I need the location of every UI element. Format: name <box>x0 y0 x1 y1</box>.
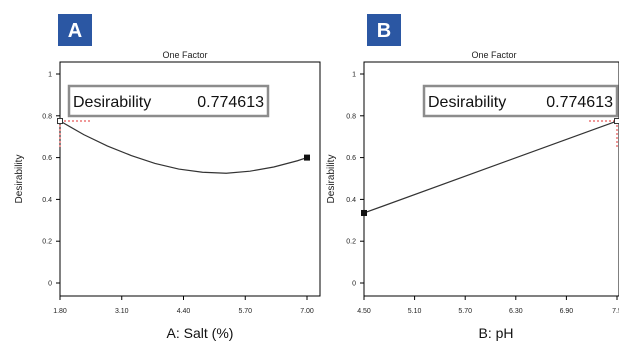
x-tick-label: 4.40 <box>177 308 191 315</box>
panel-badge-label: B <box>377 20 391 42</box>
desirability-annotation-value: 0.774613 <box>546 94 613 111</box>
y-tick-label: 0.2 <box>42 239 52 246</box>
y-tick-label: 0.6 <box>346 155 356 162</box>
optimum-point-marker <box>614 118 619 125</box>
x-tick-label: 6.90 <box>560 308 574 315</box>
x-axis-label: B: pH <box>478 325 513 341</box>
chart-panel-a: 0 0.2 0.4 0.6 0.8 1 1.80 3.10 4.40 5.70 7.00 One Fa… <box>14 14 321 341</box>
plot-frame <box>363 61 619 297</box>
desirability-annotation-box <box>67 84 270 118</box>
x-tick-label: 5.70 <box>458 308 472 315</box>
x-tick-label: 5.10 <box>408 308 422 315</box>
end-point-marker <box>304 154 310 161</box>
chart-panel-b: 0 0.2 0.4 0.6 0.8 1 4.50 5.10 5.70 6.30 6.90 7.5 One… <box>326 14 619 341</box>
y-tick-label: 0.4 <box>346 197 356 204</box>
x-tick-label: 7.5 <box>612 308 619 315</box>
x-tick-label: 5.70 <box>238 308 252 315</box>
chart-title: One Factor <box>162 50 207 60</box>
y-tick-label: 1 <box>352 72 356 79</box>
y-tick-label: 1 <box>48 72 52 79</box>
y-axis-label: Desirability <box>326 155 337 204</box>
x-tick-label: 3.10 <box>115 308 129 315</box>
x-tick-label: 7.00 <box>300 308 314 315</box>
desirability-curve <box>363 120 618 214</box>
desirability-annotation-value: 0.774613 <box>197 94 264 111</box>
x-tick-label: 6.30 <box>509 308 523 315</box>
y-tick-label: 0 <box>48 281 52 288</box>
plot-frame <box>59 61 321 297</box>
chart-title: One Factor <box>471 50 516 60</box>
optimum-point-marker <box>57 118 63 125</box>
y-tick-label: 0.2 <box>346 239 356 246</box>
y-axis-label: Desirability <box>14 155 25 204</box>
x-axis-label: A: Salt (%) <box>167 325 234 341</box>
y-tick-label: 0.8 <box>42 113 52 120</box>
panel-badge <box>367 14 401 46</box>
desirability-annotation-label: Desirability <box>428 94 506 111</box>
y-tick-label: 0.8 <box>346 113 356 120</box>
desirability-annotation-box <box>422 84 619 118</box>
y-tick-label: 0.6 <box>42 155 52 162</box>
x-tick-label: 1.80 <box>53 308 67 315</box>
desirability-annotation-label: Desirability <box>73 94 151 111</box>
y-tick-label: 0 <box>352 281 356 288</box>
panel-badge-label: A <box>68 20 82 42</box>
end-point-marker <box>361 209 367 216</box>
x-tick-label: 4.50 <box>357 308 371 315</box>
panel-badge <box>58 14 92 46</box>
y-tick-label: 0.4 <box>42 197 52 204</box>
desirability-curve <box>59 120 308 174</box>
